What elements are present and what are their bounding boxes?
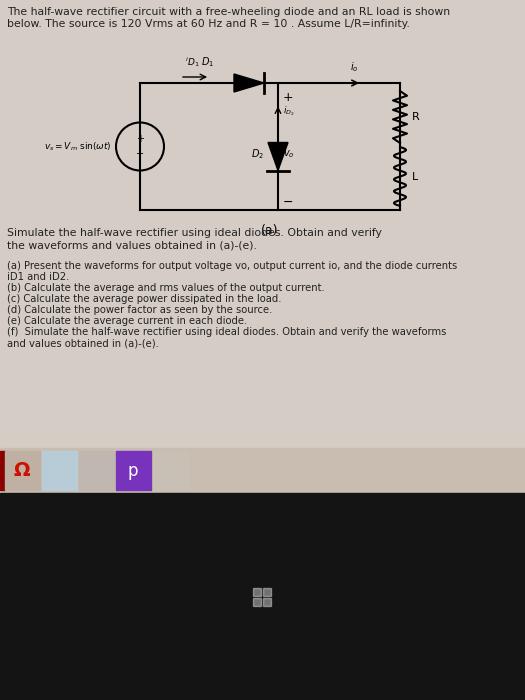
Bar — [0, 493, 525, 700]
Text: +: + — [136, 134, 144, 143]
Bar — [263, 598, 271, 606]
Text: (f)  Simulate the half-wave rectifier using ideal diodes. Obtain and verify the : (f) Simulate the half-wave rectifier usi… — [7, 327, 446, 337]
Text: $D_2$: $D_2$ — [251, 148, 264, 162]
Bar — [5, 451, 40, 490]
Bar — [0, 448, 525, 493]
Text: −: − — [136, 150, 144, 160]
Text: R: R — [412, 112, 420, 122]
Text: $D_1$: $D_1$ — [202, 55, 215, 69]
Text: (b) Calculate the average and rms values of the output current.: (b) Calculate the average and rms values… — [7, 283, 325, 293]
Text: the waveforms and values obtained in (a)-(e).: the waveforms and values obtained in (a)… — [7, 241, 257, 251]
Text: Simulate the half-wave rectifier using ideal diodes. Obtain and verify: Simulate the half-wave rectifier using i… — [7, 228, 382, 238]
Bar — [0, 0, 525, 448]
Bar — [116, 451, 151, 490]
Text: L: L — [412, 172, 418, 181]
Text: (a): (a) — [261, 224, 279, 237]
Bar — [153, 451, 188, 490]
Text: +: + — [283, 91, 293, 104]
Text: $v_s = V_m\ \sin(\omega t)$: $v_s = V_m\ \sin(\omega t)$ — [45, 140, 112, 153]
Bar — [253, 598, 261, 606]
Text: −: − — [283, 196, 293, 209]
Polygon shape — [268, 143, 288, 171]
Text: (d) Calculate the power factor as seen by the source.: (d) Calculate the power factor as seen b… — [7, 305, 272, 315]
Bar — [0, 451, 5, 490]
Text: $^{i}D_1$: $^{i}D_1$ — [185, 55, 200, 69]
Bar — [253, 587, 261, 596]
Bar — [263, 587, 271, 596]
Text: $v_o$: $v_o$ — [283, 148, 295, 160]
Polygon shape — [234, 74, 264, 92]
Text: The half-wave rectifier circuit with a free-wheeling diode and an RL load is sho: The half-wave rectifier circuit with a f… — [7, 7, 450, 17]
Text: Ω: Ω — [14, 461, 30, 480]
Text: and values obtained in (a)-(e).: and values obtained in (a)-(e). — [7, 338, 159, 348]
Text: $i_{D_2}$: $i_{D_2}$ — [283, 105, 295, 118]
Bar — [79, 451, 114, 490]
Text: $i_o$: $i_o$ — [350, 60, 358, 74]
Text: below. The source is 120 Vrms at 60 Hz and R = 10 . Assume L/R=infinity.: below. The source is 120 Vrms at 60 Hz a… — [7, 19, 410, 29]
Bar — [42, 451, 77, 490]
Text: (c) Calculate the average power dissipated in the load.: (c) Calculate the average power dissipat… — [7, 294, 281, 304]
Text: p: p — [128, 461, 138, 480]
Text: (e) Calculate the average current in each diode.: (e) Calculate the average current in eac… — [7, 316, 247, 326]
Text: iD1 and iD2.: iD1 and iD2. — [7, 272, 69, 282]
Text: (a) Present the waveforms for output voltage vo, output current io, and the diod: (a) Present the waveforms for output vol… — [7, 261, 457, 271]
